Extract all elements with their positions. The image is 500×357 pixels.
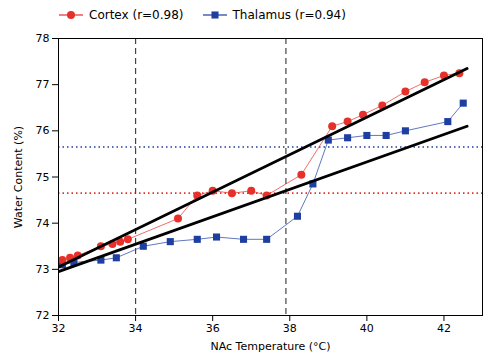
svg-text:42: 42 bbox=[437, 322, 451, 335]
svg-text:78: 78 bbox=[36, 32, 50, 45]
html-text:Thalamus (r=0.94): Thalamus (r=0.94) bbox=[232, 8, 346, 22]
svg-text:40: 40 bbox=[360, 322, 374, 335]
svg-text:36: 36 bbox=[206, 322, 220, 335]
svg-text:77: 77 bbox=[36, 78, 50, 91]
svg-text:72: 72 bbox=[36, 309, 50, 322]
svg-text:Water Content (%): Water Content (%) bbox=[12, 126, 25, 228]
svg-text:74: 74 bbox=[36, 217, 50, 230]
svg-text:38: 38 bbox=[283, 322, 297, 335]
svg-text:NAc Temperature (°C): NAc Temperature (°C) bbox=[210, 340, 330, 353]
html-text:Cortex (r=0.98): Cortex (r=0.98) bbox=[89, 8, 184, 22]
svg-text:76: 76 bbox=[36, 124, 50, 137]
svg-text:34: 34 bbox=[129, 322, 143, 335]
svg-text:75: 75 bbox=[36, 171, 50, 184]
svg-text:32: 32 bbox=[52, 322, 66, 335]
svg-text:73: 73 bbox=[36, 263, 50, 276]
